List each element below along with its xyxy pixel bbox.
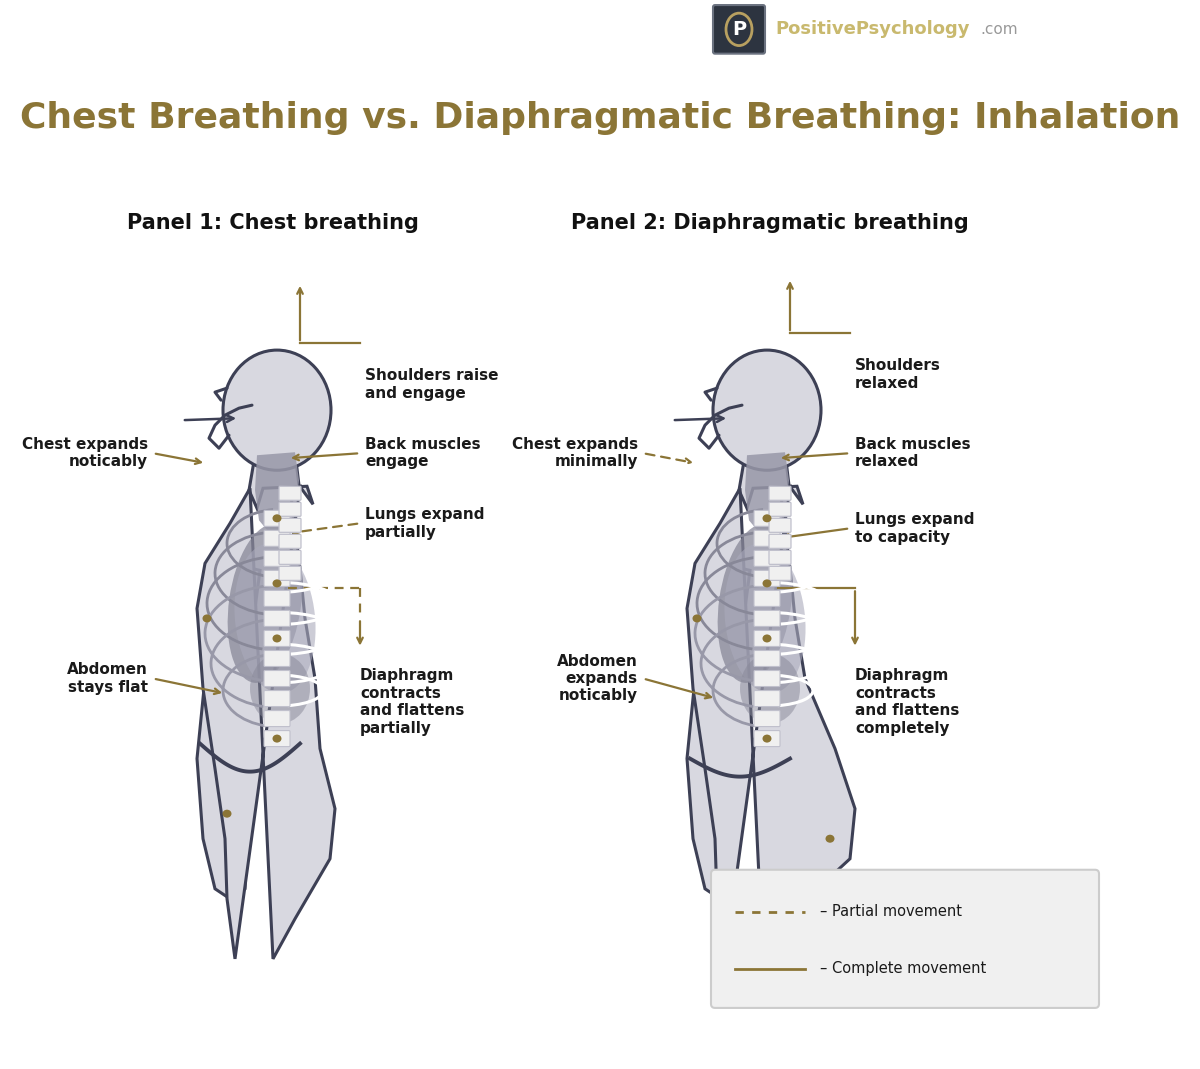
Text: .com: .com	[980, 21, 1018, 36]
Ellipse shape	[223, 350, 331, 470]
Polygon shape	[250, 452, 313, 508]
Text: Diaphragm
contracts
and flattens
completely: Diaphragm contracts and flattens complet…	[854, 668, 959, 735]
Text: Shoulders
relaxed: Shoulders relaxed	[854, 358, 941, 390]
Polygon shape	[739, 452, 803, 508]
Ellipse shape	[740, 653, 800, 724]
Text: Chest expands
minimally: Chest expands minimally	[512, 437, 638, 469]
FancyBboxPatch shape	[754, 551, 780, 567]
FancyBboxPatch shape	[769, 567, 791, 580]
FancyBboxPatch shape	[713, 5, 766, 53]
Ellipse shape	[713, 350, 821, 470]
Text: Lungs expand
partially: Lungs expand partially	[365, 507, 485, 540]
Text: P: P	[732, 20, 746, 38]
Text: – Complete movement: – Complete movement	[820, 961, 986, 976]
Text: Chest Breathing vs. Diaphragmatic Breathing: Inhalation: Chest Breathing vs. Diaphragmatic Breath…	[20, 100, 1180, 135]
Text: Shoulders raise
and engage: Shoulders raise and engage	[365, 368, 498, 401]
FancyBboxPatch shape	[754, 610, 780, 626]
FancyBboxPatch shape	[264, 711, 290, 727]
Text: Lungs expand
to capacity: Lungs expand to capacity	[854, 512, 974, 544]
Polygon shape	[686, 563, 750, 899]
Ellipse shape	[826, 835, 834, 842]
Ellipse shape	[228, 524, 302, 683]
Text: Abdomen
expands
noticably: Abdomen expands noticably	[557, 653, 638, 703]
Polygon shape	[745, 452, 790, 532]
Ellipse shape	[762, 635, 772, 642]
FancyBboxPatch shape	[264, 510, 290, 526]
FancyBboxPatch shape	[264, 610, 290, 626]
Ellipse shape	[272, 635, 282, 642]
Text: Back muscles
relaxed: Back muscles relaxed	[854, 437, 971, 469]
FancyBboxPatch shape	[754, 631, 780, 647]
FancyBboxPatch shape	[278, 486, 301, 500]
FancyBboxPatch shape	[264, 551, 290, 567]
Ellipse shape	[250, 653, 310, 724]
FancyBboxPatch shape	[754, 590, 780, 606]
FancyBboxPatch shape	[754, 711, 780, 727]
FancyBboxPatch shape	[264, 571, 290, 587]
FancyBboxPatch shape	[264, 590, 290, 606]
Text: Diaphragm
contracts
and flattens
partially: Diaphragm contracts and flattens partial…	[360, 668, 464, 735]
Ellipse shape	[203, 615, 211, 622]
FancyBboxPatch shape	[264, 670, 290, 686]
FancyBboxPatch shape	[754, 571, 780, 587]
Text: – Partial movement: – Partial movement	[820, 904, 962, 919]
FancyBboxPatch shape	[754, 670, 780, 686]
Ellipse shape	[692, 615, 702, 622]
Ellipse shape	[272, 734, 282, 743]
FancyBboxPatch shape	[754, 650, 780, 666]
FancyBboxPatch shape	[278, 518, 301, 532]
Ellipse shape	[762, 579, 772, 587]
FancyBboxPatch shape	[769, 534, 791, 548]
Ellipse shape	[272, 514, 282, 523]
Ellipse shape	[222, 809, 232, 818]
Text: Back muscles
engage: Back muscles engage	[365, 437, 481, 469]
Ellipse shape	[234, 544, 316, 693]
FancyBboxPatch shape	[278, 551, 301, 564]
Polygon shape	[197, 563, 260, 899]
FancyBboxPatch shape	[769, 518, 791, 532]
FancyBboxPatch shape	[264, 631, 290, 647]
FancyBboxPatch shape	[769, 486, 791, 500]
Ellipse shape	[272, 579, 282, 587]
FancyBboxPatch shape	[754, 510, 780, 526]
Ellipse shape	[762, 514, 772, 523]
FancyBboxPatch shape	[754, 691, 780, 707]
Text: Chest expands
noticably: Chest expands noticably	[22, 437, 148, 469]
FancyBboxPatch shape	[710, 870, 1099, 1008]
Polygon shape	[197, 486, 335, 959]
Polygon shape	[256, 452, 299, 532]
FancyBboxPatch shape	[769, 551, 791, 564]
Ellipse shape	[718, 524, 792, 683]
FancyBboxPatch shape	[264, 691, 290, 707]
Text: Abdomen
stays flat: Abdomen stays flat	[67, 663, 148, 695]
FancyBboxPatch shape	[264, 530, 290, 546]
FancyBboxPatch shape	[264, 650, 290, 666]
Polygon shape	[686, 486, 854, 959]
FancyBboxPatch shape	[278, 567, 301, 580]
Text: Panel 2: Diaphragmatic breathing: Panel 2: Diaphragmatic breathing	[571, 213, 968, 233]
Ellipse shape	[762, 734, 772, 743]
FancyBboxPatch shape	[278, 502, 301, 516]
FancyBboxPatch shape	[754, 530, 780, 546]
FancyBboxPatch shape	[769, 502, 791, 516]
FancyBboxPatch shape	[278, 534, 301, 548]
Ellipse shape	[725, 544, 805, 693]
FancyBboxPatch shape	[264, 730, 290, 746]
Text: Panel 1: Chest breathing: Panel 1: Chest breathing	[127, 213, 419, 233]
Text: PositivePsychology: PositivePsychology	[775, 20, 970, 38]
FancyBboxPatch shape	[754, 730, 780, 746]
